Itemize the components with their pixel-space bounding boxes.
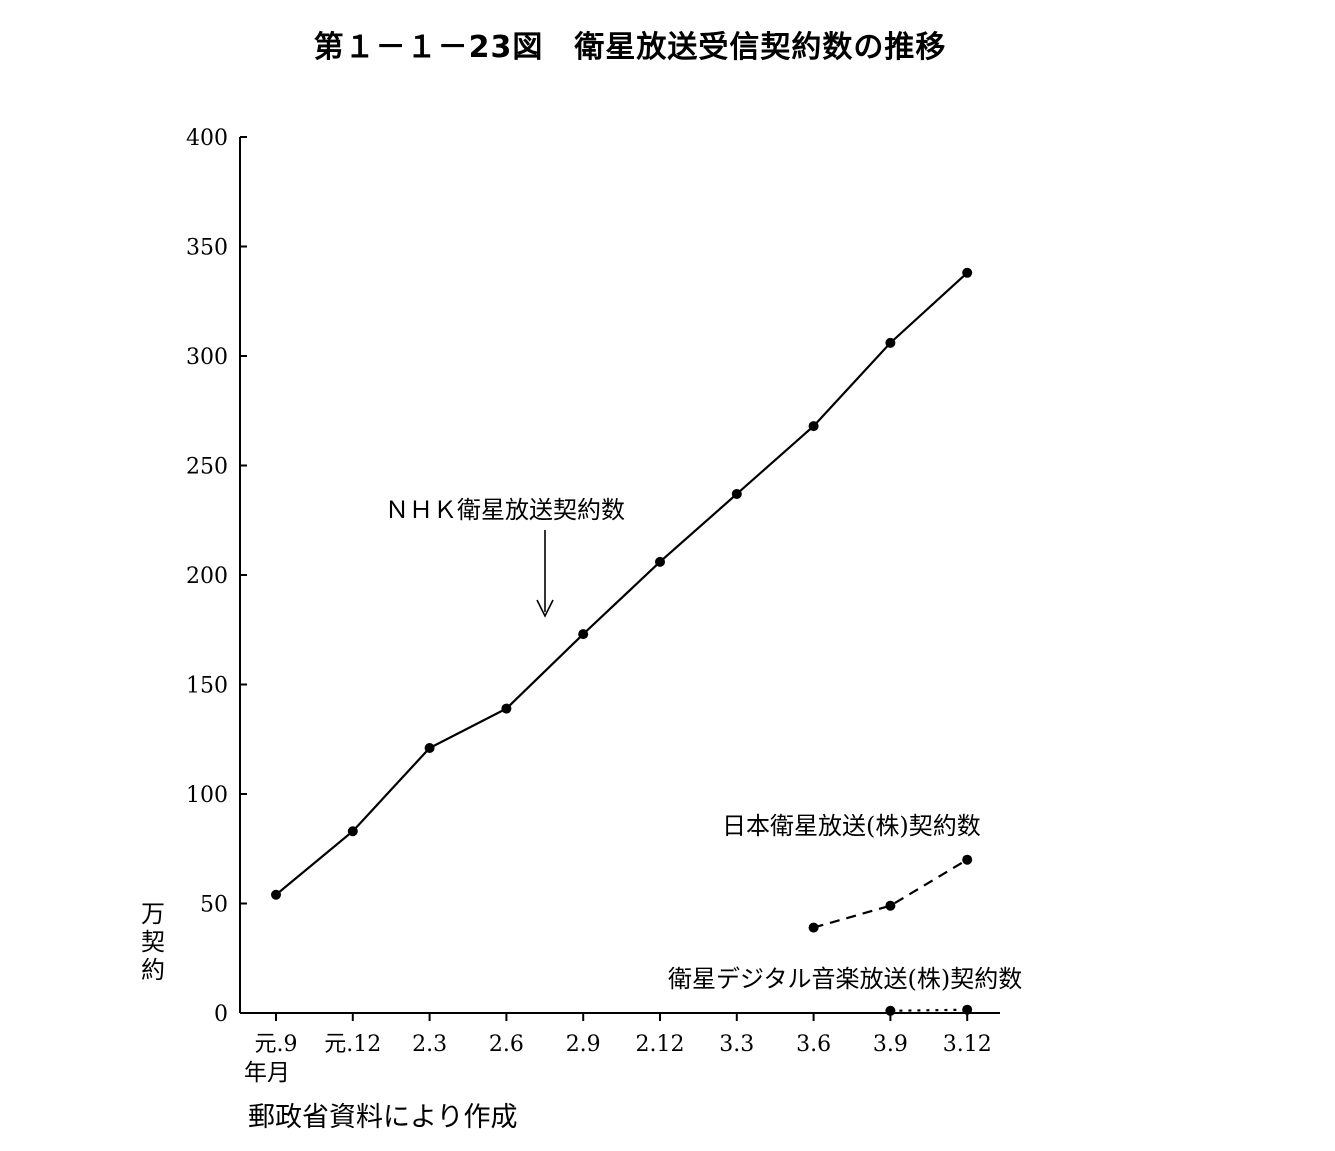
- x-tick-label: 2.9: [566, 1032, 601, 1057]
- series-group: [271, 267, 973, 1016]
- data-point-series-2: [808, 922, 819, 933]
- series-label-3: 衛星デジタル音楽放送(株)契約数: [668, 965, 1022, 993]
- x-tick-label: 3.3: [719, 1032, 754, 1057]
- series-line-1: [275, 271, 968, 896]
- data-point-series-3: [962, 1004, 973, 1015]
- source-note: 郵政省資料により作成: [248, 1102, 518, 1133]
- y-tick-label: 300: [186, 345, 228, 370]
- y-axis-unit-char: 約: [141, 956, 165, 984]
- data-point-series-1: [885, 337, 896, 348]
- y-axis-unit: 万契約: [140, 900, 166, 984]
- data-point-series-1: [424, 743, 435, 754]
- data-point-series-1: [655, 556, 665, 567]
- x-tick-label: 2.6: [489, 1032, 524, 1057]
- y-tick-label: 350: [186, 236, 228, 261]
- data-point-series-1: [731, 488, 742, 499]
- x-tick-label: 元.12: [324, 1032, 381, 1057]
- x-tick-label: 3.6: [796, 1032, 831, 1057]
- series-line-2: [813, 858, 968, 929]
- label-arrow-head: [536, 599, 554, 618]
- y-tick-label: 100: [186, 783, 228, 808]
- x-tick-label: 2.3: [412, 1032, 447, 1057]
- x-axis-unit: 年月: [244, 1060, 290, 1086]
- data-point-series-3: [885, 1005, 896, 1016]
- x-tick-label: 元.9: [255, 1032, 298, 1057]
- data-point-series-1: [962, 267, 973, 278]
- series-label-2: 日本衛星放送(株)契約数: [722, 812, 981, 840]
- y-axis-ticks: 0 50 100 150 200 250 300 350 400: [186, 126, 247, 1027]
- data-point-series-1: [501, 703, 512, 714]
- series-line-3: [890, 1008, 968, 1012]
- y-tick-label: 200: [186, 564, 228, 589]
- y-axis-unit-char: 契: [141, 928, 165, 956]
- chart-title: 第１－１－23図 衛星放送受信契約数の推移: [313, 30, 947, 65]
- data-point-series-1: [578, 629, 589, 640]
- data-point-series-1: [808, 421, 819, 432]
- x-tick-label: 3.12: [943, 1032, 992, 1057]
- y-tick-label: 50: [200, 893, 228, 918]
- series-label-1: ＮＨＫ衛星放送契約数: [385, 496, 625, 524]
- data-point-series-1: [347, 826, 358, 837]
- data-point-series-2: [885, 900, 896, 911]
- y-tick-label: 150: [186, 674, 228, 699]
- x-tick-label: 3.9: [873, 1032, 908, 1057]
- y-axis-unit-char: 万: [141, 900, 165, 928]
- axes: [239, 137, 1000, 1014]
- y-tick-label: 250: [186, 455, 228, 480]
- data-point-series-2: [962, 854, 973, 865]
- x-tick-label: 2.12: [636, 1032, 685, 1057]
- y-tick-label: 400: [186, 126, 228, 151]
- y-tick-label: 0: [214, 1002, 228, 1027]
- data-point-series-1: [271, 889, 281, 900]
- x-axis-ticks: 元.9 元.12 2.3 2.6 2.9 2.12 3.3 3.6 3.9 3.12: [255, 1013, 992, 1057]
